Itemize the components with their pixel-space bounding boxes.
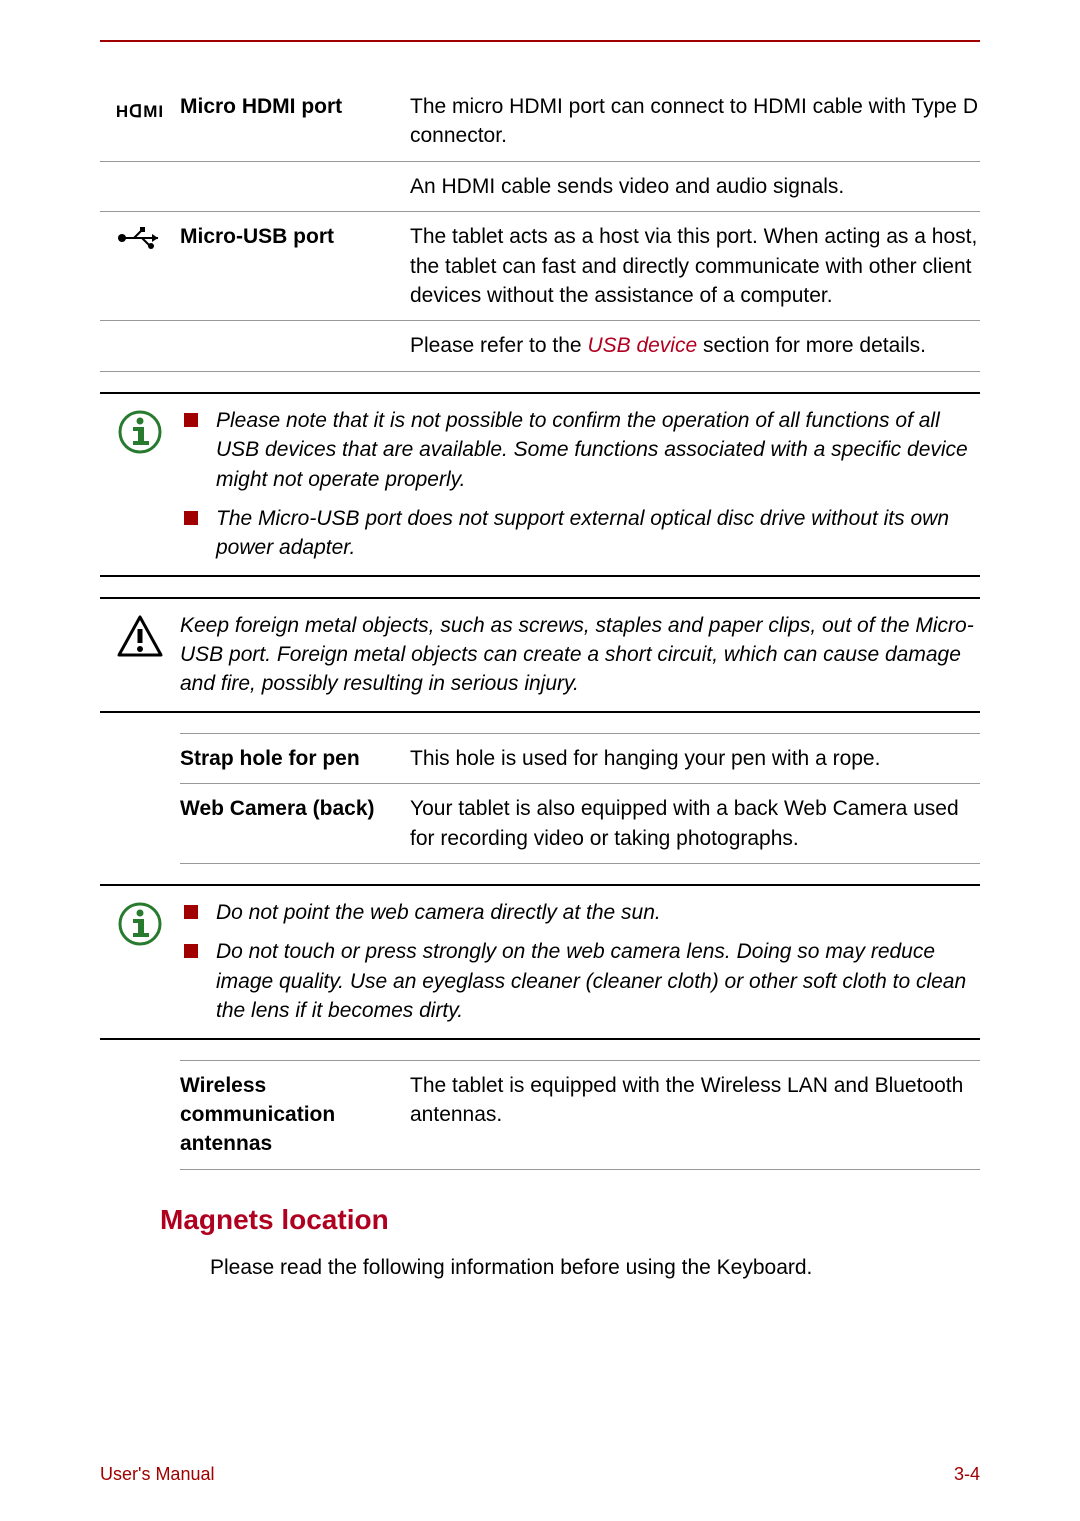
warning-note: Keep foreign metal objects, such as scre…	[100, 597, 980, 713]
spec-row-camera: Web Camera (back) Your tablet is also eq…	[180, 783, 980, 863]
spec-desc: Your tablet is also equipped with a back…	[410, 794, 980, 853]
page-footer: User's Manual 3-4	[100, 1462, 980, 1487]
spec-row-strap: Strap hole for pen This hole is used for…	[180, 733, 980, 783]
spec-label: Wireless communication antennas	[180, 1071, 410, 1159]
spec-label: Micro-USB port	[180, 222, 410, 251]
spec-row-usb-2: Please refer to the USB device section f…	[100, 320, 980, 370]
note-content: Please note that it is not possible to c…	[180, 406, 980, 563]
hdmi-icon: HᗡMI	[100, 92, 180, 125]
note-content: Keep foreign metal objects, such as scre…	[180, 611, 980, 699]
note-item: The Micro-USB port does not support exte…	[180, 504, 980, 563]
spec-desc: An HDMI cable sends video and audio sign…	[410, 172, 980, 201]
info-note: Do not point the web camera directly at …	[100, 884, 980, 1040]
spec-desc: This hole is used for hanging your pen w…	[410, 744, 980, 773]
spec-desc: The tablet acts as a host via this port.…	[410, 222, 980, 310]
footer-left: User's Manual	[100, 1462, 214, 1487]
note-item: Do not touch or press strongly on the we…	[180, 937, 980, 1025]
spec-desc: Please refer to the USB device section f…	[410, 331, 980, 360]
note-item: Please note that it is not possible to c…	[180, 406, 980, 494]
spec-desc: The tablet is equipped with the Wireless…	[410, 1071, 980, 1130]
spec-desc: The micro HDMI port can connect to HDMI …	[410, 92, 980, 151]
info-note: Please note that it is not possible to c…	[100, 392, 980, 577]
spec-label: Strap hole for pen	[180, 744, 410, 773]
usb-device-link[interactable]: USB device	[587, 334, 697, 357]
spec-row-hdmi-2: An HDMI cable sends video and audio sign…	[100, 161, 980, 211]
info-icon	[100, 406, 180, 462]
section-heading: Magnets location	[160, 1200, 980, 1239]
body-text: Please read the following information be…	[210, 1253, 980, 1282]
footer-right: 3-4	[954, 1462, 980, 1487]
spec-label: Micro HDMI port	[180, 92, 410, 121]
note-content: Do not point the web camera directly at …	[180, 898, 980, 1026]
spec-row-usb: Micro-USB port The tablet acts as a host…	[100, 211, 980, 320]
spec-row-hdmi: HᗡMI Micro HDMI port The micro HDMI port…	[100, 82, 980, 161]
spec-label: Web Camera (back)	[180, 794, 410, 823]
note-item: Do not point the web camera directly at …	[180, 898, 980, 927]
spec-row-wireless: Wireless communication antennas The tabl…	[180, 1060, 980, 1169]
usb-icon	[100, 222, 180, 258]
info-icon	[100, 898, 180, 954]
warning-icon	[100, 611, 180, 665]
